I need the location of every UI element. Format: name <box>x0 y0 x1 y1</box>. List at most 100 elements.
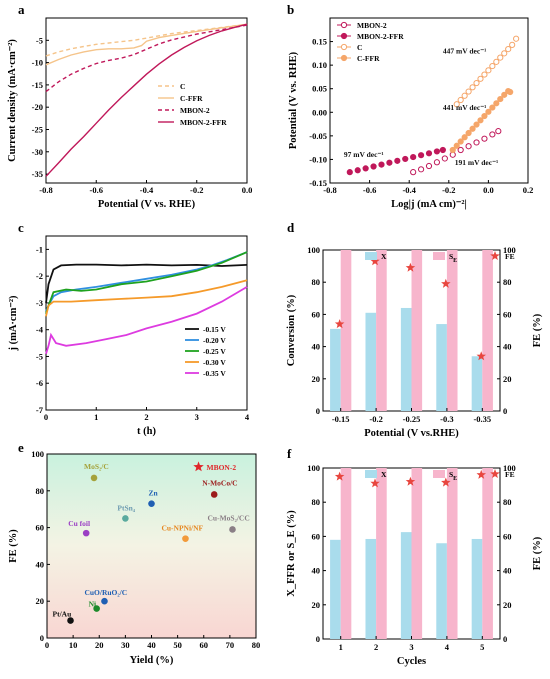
data-point-C <box>485 67 492 74</box>
data-point <box>101 597 108 605</box>
legend-swatch-X <box>365 252 377 260</box>
data-point-C-FFR <box>461 134 468 141</box>
y-tick-label: 0 <box>40 633 44 643</box>
series-line--0.15 V <box>45 263 248 304</box>
bar-X <box>400 532 412 639</box>
x-tick-label: -0.4 <box>140 185 154 195</box>
point-label: Cu foil <box>68 519 90 528</box>
data-point-C <box>473 79 480 87</box>
x-axis-label: Cycles <box>397 656 426 667</box>
bar-S <box>411 468 423 639</box>
fe-star-marker <box>441 477 451 487</box>
data-point-C-FFR <box>507 88 514 96</box>
legend-label: -0.35 V <box>203 369 226 378</box>
panel-a-letter: a <box>18 2 25 17</box>
data-point <box>93 605 100 612</box>
legend-swatch-S <box>433 470 445 478</box>
legend-label: -0.30 V <box>203 358 226 367</box>
data-point-MBON-2-FFR <box>394 157 401 164</box>
y2-tick-label: 20 <box>503 374 512 384</box>
y-tick-label: -0.05 <box>309 131 327 141</box>
y-tick-label: 0.05 <box>312 84 327 94</box>
legend-label: -0.25 V <box>203 347 226 356</box>
y-tick-label: 40 <box>312 566 321 576</box>
data-point-C <box>513 35 520 42</box>
data-point-MBON-2-FFR <box>410 153 417 161</box>
x-axis-label: Log|j (mA cm)⁻²| <box>391 199 467 210</box>
legend-swatch-marker <box>340 21 348 29</box>
y-tick-label: -3 <box>36 298 43 308</box>
y-tick-label: 0.10 <box>312 60 327 70</box>
x-axis-label: Potential (V vs.RHE) <box>364 428 459 439</box>
data-point-C <box>457 96 464 104</box>
data-point-C <box>501 50 508 57</box>
x-tick-label: 4 <box>245 412 250 422</box>
x-tick-label: 3 <box>195 412 199 422</box>
y2-tick-label: 0 <box>503 406 507 416</box>
bar-X <box>330 328 341 411</box>
y-tick-label: -30 <box>32 147 43 157</box>
data-point-C <box>477 75 484 82</box>
data-point-C-FFR <box>457 138 464 145</box>
bar-S <box>340 250 352 411</box>
x-tick-label: 40 <box>147 640 156 650</box>
legend-swatch-marker <box>340 32 348 40</box>
legend-swatch-marker <box>340 43 348 51</box>
data-point-C-FFR <box>489 104 496 111</box>
legend-swatch-FE <box>490 469 500 478</box>
data-point <box>122 515 129 522</box>
panel-d-letter: d <box>287 220 295 235</box>
fe-star-marker <box>370 256 380 266</box>
series-line-C <box>45 23 248 57</box>
data-point-C <box>493 58 500 65</box>
y-tick-label: 60 <box>36 523 45 533</box>
y2-tick-label: 60 <box>503 531 512 541</box>
x-tick-label: 30 <box>121 640 130 650</box>
data-point-MBON-2 <box>495 128 502 135</box>
x-tick-label: 10 <box>69 640 78 650</box>
x-tick-label: -0.3 <box>440 414 453 424</box>
y-tick-label: 0 <box>316 634 320 644</box>
x-tick-label: 1 <box>339 642 343 652</box>
plot-frame <box>329 17 529 184</box>
y-tick-label: 80 <box>312 497 321 507</box>
fe-star-marker <box>476 351 486 361</box>
bar-X <box>400 307 412 411</box>
data-point-C <box>461 92 468 99</box>
panel-c: c 0 1 2 3 4 -7 -6 -5 -4 -3 -2 -1 -0.15 V -0.20 V -0.25 … <box>8 220 250 437</box>
bar-X <box>436 324 447 411</box>
bar-S <box>446 250 458 411</box>
bar-S <box>376 468 387 639</box>
legend-label: X <box>381 470 387 479</box>
x-tick-label: -0.8 <box>323 185 336 195</box>
y-tick-label: 0 <box>316 406 320 416</box>
fe-star-marker <box>334 319 345 329</box>
y-tick-label: 80 <box>312 277 321 287</box>
y-tick-label: 40 <box>312 342 321 352</box>
data-point-C <box>481 71 488 78</box>
x-tick-label: -0.35 <box>473 414 491 424</box>
y-tick-label: 20 <box>312 600 321 610</box>
slope-annotation: 97 mV dec⁻¹ <box>344 150 384 159</box>
plot-background <box>47 454 256 638</box>
y2-tick-label: 0 <box>503 634 507 644</box>
panel-b: b -0.8 -0.6 -0.4 -0.2 0.0 0.2 -0.15 -0.10 -0.05 0.… <box>287 2 533 210</box>
fe-star-marker <box>405 262 416 272</box>
y2-tick-label: 40 <box>503 566 512 576</box>
y2-tick-label: 80 <box>503 277 512 287</box>
bar-X <box>436 543 447 639</box>
y-tick-label: -25 <box>32 124 43 134</box>
legend-label-subscript: E <box>453 476 457 482</box>
data-point-C-FFR <box>477 117 484 124</box>
data-point-MBON-2-FFR <box>433 148 441 155</box>
y-axis-label: Current density (mA·cm⁻²) <box>7 39 18 162</box>
bar-S <box>340 468 352 639</box>
y-axis-label: X_FFR or S_E (%) <box>286 510 297 597</box>
y-tick-label: 40 <box>36 559 45 569</box>
y-tick-label: -2 <box>36 271 43 281</box>
y-tick-label: 100 <box>31 449 44 459</box>
bar-X <box>365 312 377 411</box>
legend-label: -0.15 V <box>203 325 226 334</box>
data-point <box>229 526 236 533</box>
legend-label: MBON-2-FFR <box>357 32 404 41</box>
